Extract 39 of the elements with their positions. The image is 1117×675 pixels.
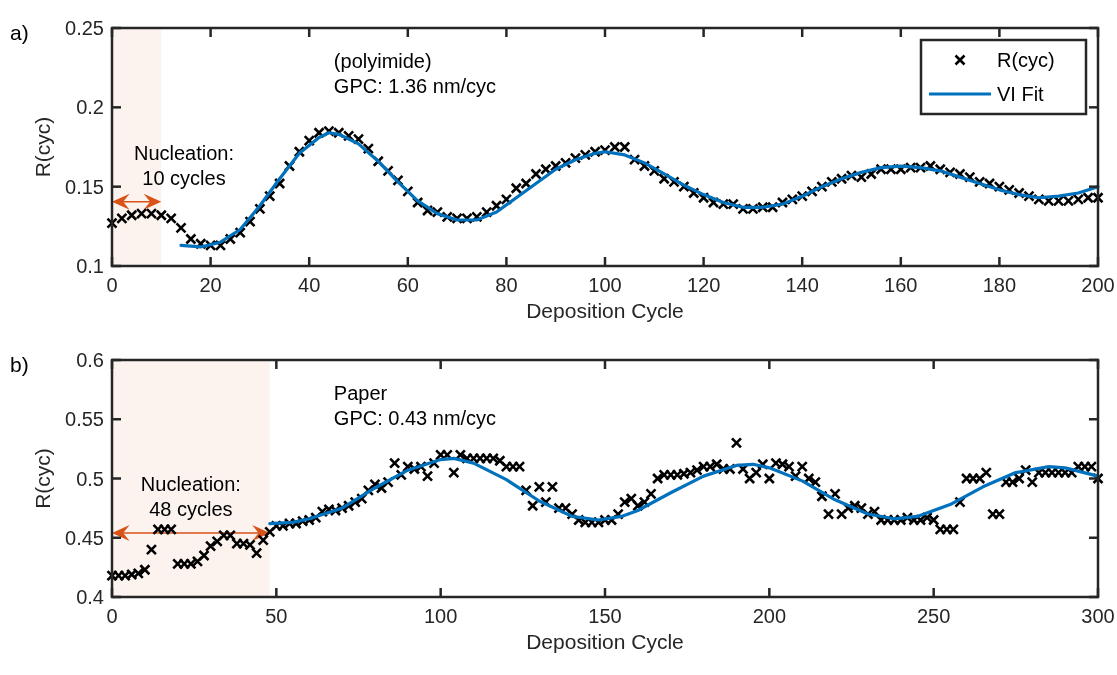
x-tick-label: 60: [396, 274, 419, 296]
x-tick-label: 140: [785, 274, 819, 296]
y-tick-label: 0.5: [76, 467, 104, 490]
x-axis-title: Deposition Cycle: [526, 299, 684, 322]
x-tick-label: 150: [588, 605, 622, 627]
y-tick-label: 0.4: [76, 586, 104, 608]
y-tick-label: 0.15: [65, 175, 104, 198]
legend-label: VI Fit: [997, 83, 1045, 105]
x-tick-label: 50: [265, 605, 288, 627]
x-tick-label: 0: [106, 274, 118, 296]
x-tick-label: 120: [686, 274, 721, 296]
x-tick-label: 200: [1081, 274, 1115, 296]
x-tick-label: 80: [495, 274, 518, 296]
y-axis-title: R(cyc): [31, 448, 54, 509]
x-tick-label: 40: [298, 274, 321, 296]
x-tick-label: 180: [982, 274, 1017, 296]
y-tick-label: 0.6: [76, 349, 104, 371]
annotation: Paper GPC: 0.43 nm/cyc: [333, 382, 497, 429]
y-tick-label: 0.45: [65, 526, 104, 549]
x-tick-label: 160: [884, 274, 918, 296]
legend-label: R(cyc): [997, 49, 1055, 71]
x-tick-label: 0: [106, 605, 118, 627]
x-tick-label: 100: [423, 605, 458, 627]
y-tick-label: 0.1: [76, 255, 104, 277]
y-tick-label: 0.2: [76, 96, 104, 119]
x-tick-label: 200: [752, 605, 787, 627]
x-axis-title: Deposition Cycle: [526, 630, 684, 653]
x-tick-label: 300: [1081, 605, 1115, 627]
annotation: (polyimide) GPC: 1.36 nm/cyc: [333, 50, 497, 97]
x-tick-label: 20: [199, 274, 222, 296]
band-label: Nucleation: 48 cycles: [140, 473, 241, 521]
y-axis-title: R(cyc): [31, 116, 54, 178]
x-tick-label: 250: [916, 605, 951, 627]
y-tick-label: 0.25: [65, 17, 104, 39]
x-tick-label: 100: [588, 274, 622, 296]
chart-title: a): [10, 21, 29, 44]
band-label: Nucleation: 10 cycles: [133, 141, 235, 189]
y-tick-label: 0.55: [65, 408, 104, 431]
chart-title: b): [10, 353, 29, 376]
